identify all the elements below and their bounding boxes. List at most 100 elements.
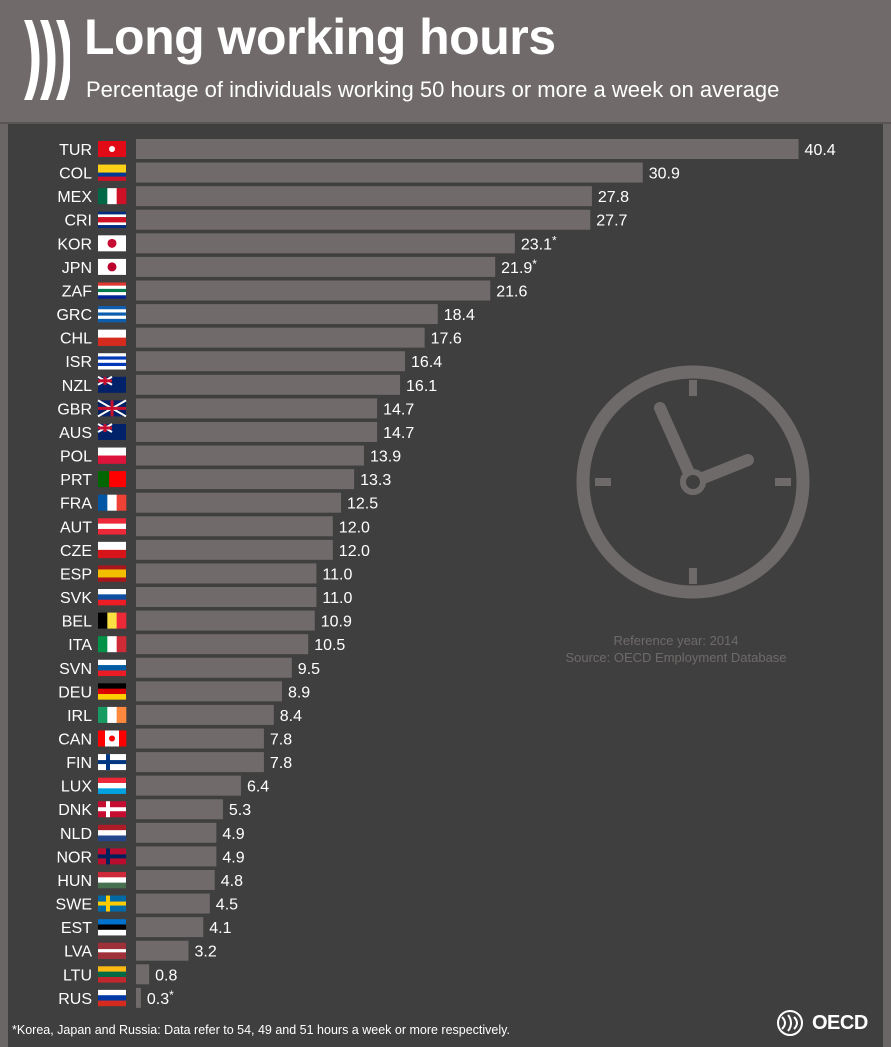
value-label: 40.4 [805,142,836,159]
flag-svn-icon [98,659,126,677]
flag-kor-icon [98,235,126,252]
bar-irl [136,704,274,725]
bar-col [136,162,643,183]
category-label: FIN [66,755,92,772]
category-label: CHL [60,331,92,348]
category-label: SVN [59,661,92,678]
bar-ita [136,634,309,655]
category-label: NOR [56,849,92,866]
category-label: ESP [60,566,92,583]
flag-nzl-icon [97,375,126,393]
flag-ltu-icon [98,966,126,983]
value-label: 4.8 [221,873,243,890]
flag-est-icon [98,919,126,936]
value-label: 8.9 [288,684,310,701]
bar-isr [136,351,405,372]
flag-pol-icon [98,447,126,464]
value-label: 11.0 [322,566,352,583]
category-label: SVK [60,590,92,607]
value-label: 27.7 [596,213,627,230]
bar-nor [136,846,217,867]
flag-prt-icon [98,471,126,488]
value-label: 5.3 [229,802,251,819]
flag-can-icon [98,730,127,747]
category-label: RUS [58,991,92,1008]
flag-chl-icon [98,329,126,346]
flag-swe-icon [98,895,126,912]
category-label: MEX [57,189,92,206]
value-label: 16.4 [411,354,442,371]
category-label: LTU [63,967,92,984]
bar-fin [136,752,264,773]
bar-nzl [136,374,401,395]
value-label: 4.9 [222,849,244,866]
category-label: AUS [59,425,92,442]
bar-dnk [136,799,223,820]
bar-bel [136,610,315,631]
flag-rus-icon [98,989,126,1007]
reference-year: Reference year: 2014 [613,633,739,648]
flag-lva-icon [98,942,126,960]
bar-svn [136,657,292,678]
category-label: HUN [57,873,92,890]
chart-area [0,124,891,1047]
flag-tur-icon [98,141,126,157]
bar-grc [136,304,438,325]
value-label: 14.7 [383,401,414,418]
flag-fin-icon [98,754,126,771]
bar-ltu [136,964,150,985]
flag-cri-icon [98,211,126,229]
bar-nld [136,822,217,843]
flag-hun-icon [98,871,126,889]
category-label: CRI [64,213,92,230]
value-label: 27.8 [598,189,629,206]
bar-can [136,728,264,749]
category-label: NZL [62,378,92,395]
flag-fra-icon [98,494,127,511]
value-label: 12.0 [339,543,370,560]
category-label: LUX [61,779,92,796]
bar-cze [136,539,333,560]
page-title: Long working hours [84,9,556,65]
flag-zaf-icon [98,282,126,299]
value-label: 10.9 [321,614,352,631]
bar-pol [136,445,364,466]
bar-prt [136,469,355,490]
bar-rus [136,987,141,1008]
bar-zaf [136,280,491,301]
bar-aut [136,516,333,537]
category-label: AUT [60,519,92,536]
value-label: 0.3* [147,988,174,1008]
header: Long working hours Percentage of individ… [0,0,891,124]
bar-tur [136,139,799,159]
flag-gbr-icon [97,399,127,418]
value-label: 4.9 [222,826,244,843]
category-label: PRT [60,472,92,489]
category-label: CZE [60,543,92,560]
flag-mex-icon [98,188,127,205]
flag-deu-icon [98,683,126,700]
bar-kor [136,233,515,254]
flag-nld-icon [98,824,126,842]
category-label: DEU [58,684,92,701]
category-label: ISR [65,354,92,371]
bar-aus [136,421,378,442]
bar-chl [136,327,425,348]
bar-est [136,917,204,938]
flag-grc-icon [98,306,126,323]
flag-aus-icon [97,423,126,440]
value-label: 17.6 [431,331,462,348]
category-label: CAN [58,732,92,749]
category-label: GRC [56,307,92,324]
clock-icon [576,365,810,599]
category-label: GBR [57,401,92,418]
value-label: 7.8 [270,755,292,772]
value-label: 13.3 [360,472,391,489]
flag-irl-icon [98,706,127,723]
flag-aut-icon [98,518,126,535]
value-label: 12.0 [339,519,370,536]
bar-cri [136,209,591,230]
page-subtitle: Percentage of individuals working 50 hou… [86,77,780,102]
flag-svk-icon [98,589,126,606]
